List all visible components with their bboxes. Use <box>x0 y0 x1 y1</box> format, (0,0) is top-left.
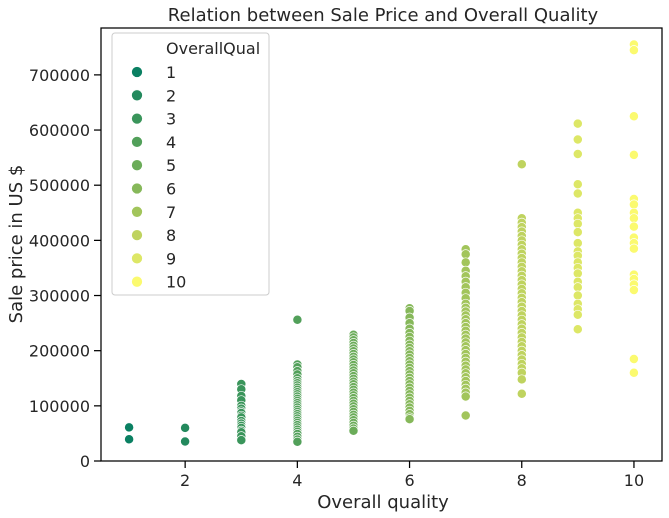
y-tick-label: 600000 <box>29 121 90 140</box>
data-point-q9-9 <box>572 238 583 249</box>
legend-box <box>111 32 270 296</box>
data-point-q10-8 <box>628 221 639 232</box>
y-tick-label: 200000 <box>29 342 90 361</box>
data-point-q9-14 <box>572 268 583 279</box>
data-point-q9-21 <box>572 324 583 335</box>
legend-label-q5: 5 <box>166 156 176 175</box>
y-tick-label: 300000 <box>29 287 90 306</box>
data-point-q10-16 <box>628 354 639 364</box>
legend: OverallQual 1 2 3 4 5 6 7 8 9 10 <box>111 32 270 296</box>
data-point-q5-35 <box>348 425 359 436</box>
legend-items: 1 2 3 4 5 6 7 8 9 10 <box>131 63 186 292</box>
plot-frame <box>100 27 663 462</box>
legend-marker-q1 <box>131 66 143 78</box>
y-axis-label: Sale price in US $ <box>6 165 27 324</box>
x-axis-label: Overall quality <box>317 492 449 513</box>
x-tick-label: 8 <box>517 471 527 490</box>
legend-label-q4: 4 <box>166 133 176 152</box>
data-point-q7-2 <box>460 257 471 268</box>
data-points <box>124 39 639 447</box>
y-tick-label: 500000 <box>29 176 90 195</box>
legend-label-q9: 9 <box>166 249 176 268</box>
legend-title: OverallQual <box>166 39 260 58</box>
data-point-q9-3 <box>572 179 583 190</box>
legend-marker-q8 <box>131 229 143 241</box>
data-point-q4-0 <box>292 314 303 325</box>
data-point-q10-15 <box>628 285 639 295</box>
x-tick-label: 6 <box>404 471 414 490</box>
data-point-q9-1 <box>572 134 583 145</box>
x-axis-ticks: 2 4 6 8 10 <box>180 461 644 490</box>
legend-label-q1: 1 <box>166 63 176 82</box>
data-point-q3-17 <box>236 435 247 446</box>
y-tick-label: 0 <box>80 452 90 471</box>
y-tick-label: 400000 <box>29 231 90 250</box>
legend-marker-q3 <box>131 112 143 125</box>
data-point-q1-1 <box>124 434 135 445</box>
data-point-q9-0 <box>572 118 583 129</box>
legend-marker-q6 <box>131 182 143 195</box>
data-point-q2-1 <box>180 436 191 447</box>
legend-label-q2: 2 <box>166 86 176 105</box>
data-point-q10-7 <box>628 213 639 224</box>
data-point-q9-20 <box>572 309 583 320</box>
data-point-q9-16 <box>572 282 583 293</box>
legend-marker-q9 <box>131 252 143 265</box>
y-tick-label: 100000 <box>29 397 90 416</box>
data-point-q10-17 <box>628 367 639 378</box>
data-point-q2-0 <box>180 422 191 433</box>
data-point-q10-3 <box>628 149 639 160</box>
data-point-q10-2 <box>628 111 639 122</box>
legend-label-q6: 6 <box>166 180 176 199</box>
data-point-q1-0 <box>124 422 135 433</box>
data-point-q8-0 <box>516 159 527 170</box>
legend-marker-q10 <box>131 275 143 288</box>
data-point-q6-31 <box>404 414 415 425</box>
data-point-q7-34 <box>460 410 471 421</box>
legend-label-q7: 7 <box>166 203 176 222</box>
legend-marker-q7 <box>131 205 143 218</box>
data-point-q8-38 <box>516 388 527 399</box>
x-tick-label: 4 <box>292 471 302 490</box>
legend-label-q10: 10 <box>166 273 186 292</box>
x-tick-label: 10 <box>624 471 644 490</box>
chart-title: Relation between Sale Price and Overall … <box>168 5 599 26</box>
y-tick-label: 700000 <box>29 66 90 85</box>
data-point-q8-37 <box>516 374 527 385</box>
data-point-q7-1 <box>460 249 471 260</box>
data-point-q10-1 <box>628 45 639 56</box>
legend-marker-q4 <box>131 136 143 148</box>
legend-marker-q2 <box>131 89 143 102</box>
legend-label-q8: 8 <box>166 226 176 245</box>
data-point-q10-11 <box>628 243 639 254</box>
data-point-q9-8 <box>572 227 583 238</box>
legend-marker-q5 <box>131 159 143 172</box>
data-point-q10-5 <box>628 199 639 210</box>
y-axis-ticks: 0 100000 200000 300000 400000 500000 600000 700… <box>29 66 101 471</box>
data-point-q7-33 <box>460 391 471 402</box>
x-tick-label: 2 <box>180 471 190 490</box>
data-point-q9-17 <box>572 290 583 301</box>
data-point-q4-33 <box>292 436 303 447</box>
data-point-q9-4 <box>572 188 583 199</box>
data-point-q9-7 <box>572 218 583 229</box>
legend-label-q3: 3 <box>166 110 176 129</box>
data-point-q9-2 <box>572 149 583 159</box>
